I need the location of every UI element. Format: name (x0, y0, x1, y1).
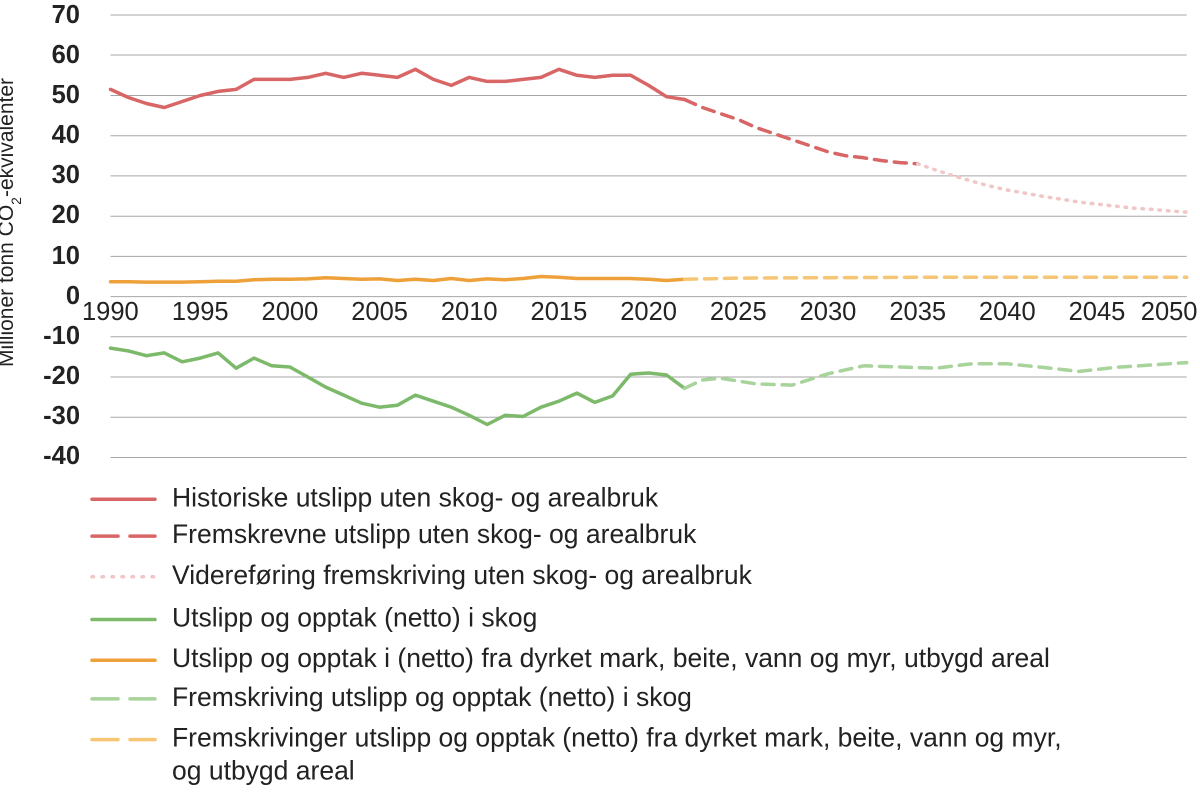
svg-text:2015: 2015 (531, 298, 588, 326)
svg-text:-10: -10 (43, 322, 80, 350)
svg-text:og utbygd areal: og utbygd areal (172, 756, 355, 786)
svg-text:Fremskrevne utslipp uten skog-: Fremskrevne utslipp uten skog- og arealb… (172, 519, 697, 549)
svg-text:50: 50 (52, 81, 80, 109)
svg-text:Fremskriving utslipp og opptak: Fremskriving utslipp og opptak (netto) i… (172, 682, 692, 712)
svg-text:40: 40 (52, 121, 80, 149)
svg-text:1995: 1995 (172, 298, 229, 326)
svg-text:2035: 2035 (889, 298, 946, 326)
svg-text:2020: 2020 (620, 298, 677, 326)
svg-text:10: 10 (52, 242, 80, 270)
svg-text:2040: 2040 (979, 298, 1036, 326)
svg-text:0: 0 (66, 282, 80, 310)
svg-text:1990: 1990 (82, 298, 139, 326)
svg-text:70: 70 (52, 1, 80, 29)
svg-text:-40: -40 (43, 442, 80, 470)
svg-text:2030: 2030 (800, 298, 857, 326)
svg-text:2050: 2050 (1141, 298, 1198, 326)
svg-text:20: 20 (52, 201, 80, 229)
svg-text:Videreføring fremskriving uten: Videreføring fremskriving uten skog- og … (172, 560, 753, 590)
svg-text:Fremskrivinger utslipp og oppt: Fremskrivinger utslipp og opptak (netto)… (172, 723, 1062, 753)
svg-text:2025: 2025 (710, 298, 767, 326)
svg-text:Historiske utslipp uten skog-: Historiske utslipp uten skog- og arealbr… (172, 482, 659, 512)
svg-text:-20: -20 (43, 362, 80, 390)
svg-text:-30: -30 (43, 402, 80, 430)
svg-text:2000: 2000 (262, 298, 319, 326)
svg-text:2005: 2005 (351, 298, 408, 326)
svg-text:2045: 2045 (1069, 298, 1126, 326)
svg-text:Millioner tonn CO2-ekvivalente: Millioner tonn CO2-ekvivalenter (0, 78, 24, 367)
svg-text:2010: 2010 (441, 298, 498, 326)
svg-text:60: 60 (52, 41, 80, 69)
svg-text:30: 30 (52, 161, 80, 189)
svg-text:Utslipp og opptak i (netto) fr: Utslipp og opptak i (netto) fra dyrket m… (172, 643, 1050, 673)
svg-text:Utslipp og opptak (netto) i sk: Utslipp og opptak (netto) i skog (172, 603, 537, 633)
